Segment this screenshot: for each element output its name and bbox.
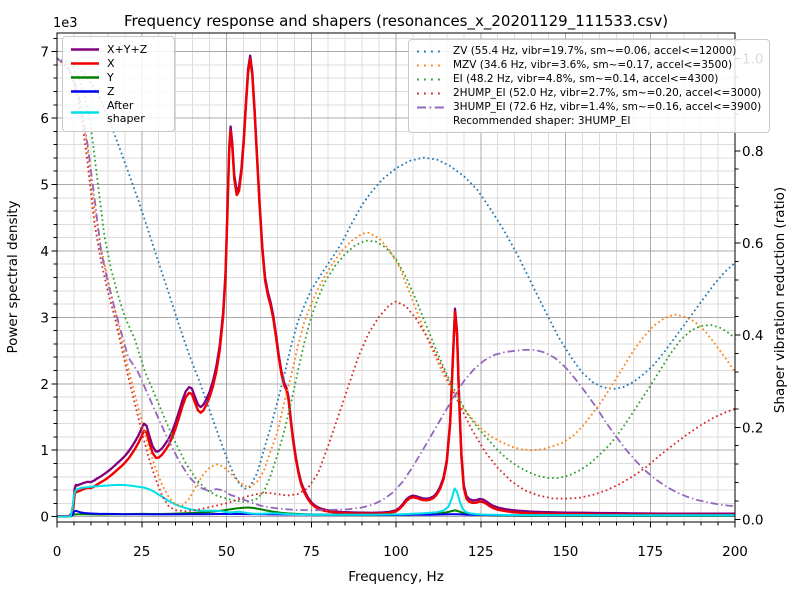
x-tick-label: 75: [303, 544, 320, 560]
y-left-tick-label: 5: [40, 177, 49, 193]
legend-item-after-shaper: After shaper: [70, 99, 165, 125]
y-axis-label-left: Power spectral density: [5, 200, 21, 353]
x-tick-label: 100: [383, 544, 409, 560]
series-line-ei: [56, 57, 736, 503]
legend-item-label: X+Y+Z: [107, 43, 148, 56]
legend-swatch-line: [417, 64, 445, 67]
axes-layer: 0 25 50 75 100 125 150 175 200 0 1 2 3 4 5 6 7 0.0 0.2 0.4 0…: [40, 32, 763, 560]
legend-swatch-line: [71, 90, 99, 93]
y-axis-label-right: Shaper vibration reduction (ratio): [772, 187, 788, 413]
x-tick-label: 175: [637, 544, 663, 560]
legend-item-label: X: [107, 57, 115, 70]
legend-right: ZV (55.4 Hz, vibr=19.7%, sm~=0.06, accel…: [408, 39, 771, 133]
legend-item-2hump-ei: 2HUMP_EI (52.0 Hz, vibr=2.7%, sm~=0.20, …: [416, 87, 761, 101]
legend-item-x: X: [70, 57, 165, 70]
y-left-tick-label: 4: [40, 244, 49, 260]
legend-item-label: MZV (34.6 Hz, vibr=3.6%, sm~=0.17, accel…: [453, 58, 733, 71]
y-left-tick-label: 7: [40, 45, 49, 61]
chart-title: Frequency response and shapers (resonanc…: [124, 12, 668, 31]
y-left-tick-label: 2: [40, 377, 49, 393]
legend-item-z: Z: [70, 85, 165, 98]
x-axis-label: Frequency, Hz: [348, 569, 444, 585]
series-line-after-shaper: [57, 483, 735, 518]
legend-item-label: 3HUMP_EI (72.6 Hz, vibr=1.4%, sm~=0.16, …: [453, 101, 762, 114]
legend-item-3hump-ei: 3HUMP_EI (72.6 Hz, vibr=1.4%, sm~=0.16, …: [416, 101, 761, 115]
series-line-zv: [56, 57, 736, 490]
legend-item-zv: ZV (55.4 Hz, vibr=19.7%, sm~=0.06, accel…: [416, 44, 761, 58]
legend-swatch-line: [71, 76, 99, 79]
y-right-tick-label: 0.2: [742, 420, 763, 436]
legend-swatch-line: [417, 106, 445, 109]
legend-item-mzv: MZV (34.6 Hz, vibr=3.6%, sm~=0.17, accel…: [416, 58, 761, 72]
legend-swatch-line: [71, 110, 99, 114]
y-right-tick-label: 0.4: [742, 328, 763, 344]
series-line-3hump-ei: [56, 57, 736, 512]
series-line-x: [57, 57, 735, 518]
series-line-mzv: [56, 57, 736, 507]
legend-item-label: Z: [107, 85, 115, 98]
legend-left: X+Y+Z X Y Z After shaper: [62, 36, 175, 132]
legend-item-x-y-z: X+Y+Z: [70, 43, 165, 56]
y-right-tick-label: 0.0: [742, 512, 763, 528]
legend-swatch-line: [71, 48, 99, 51]
legend-item-y: Y: [70, 71, 165, 84]
legend-item-label: 2HUMP_EI (52.0 Hz, vibr=2.7%, sm~=0.20, …: [453, 87, 762, 100]
legend-swatch-line: [417, 50, 445, 53]
legend-swatch-line: [417, 92, 445, 95]
legend-item-label: Y: [107, 71, 114, 84]
x-tick-label: 150: [553, 544, 579, 560]
legend-item-ei: EI (48.2 Hz, vibr=4.8%, sm~=0.14, accel<…: [416, 72, 761, 86]
legend-swatch-line: [417, 78, 445, 81]
y-left-tick-label: 1: [40, 443, 49, 459]
x-tick-label: 25: [133, 544, 150, 560]
legend-swatch-line: [71, 62, 99, 65]
legend-recommended-note: Recommended shaper: 3HUMP_EI: [453, 114, 631, 127]
y-right-tick-label: 0.8: [742, 144, 763, 160]
y-right-tick-label: 0.6: [742, 236, 763, 252]
y-left-tick-label: 3: [40, 310, 49, 326]
legend-item-label: EI (48.2 Hz, vibr=4.8%, sm~=0.14, accel<…: [453, 72, 719, 85]
x-tick-label: 50: [218, 544, 235, 560]
y-left-tick-label: 6: [40, 111, 49, 127]
legend-item-label: ZV (55.4 Hz, vibr=19.7%, sm~=0.06, accel…: [453, 44, 737, 57]
series-layer: [56, 54, 736, 518]
y-axis-offset-text: 1e3: [53, 16, 78, 31]
x-tick-label: 125: [468, 544, 494, 560]
legend-item-label: After shaper: [107, 99, 145, 125]
y-left-tick-label: 0: [40, 510, 49, 526]
x-tick-label: 0: [53, 544, 62, 560]
x-tick-label: 200: [722, 544, 748, 560]
